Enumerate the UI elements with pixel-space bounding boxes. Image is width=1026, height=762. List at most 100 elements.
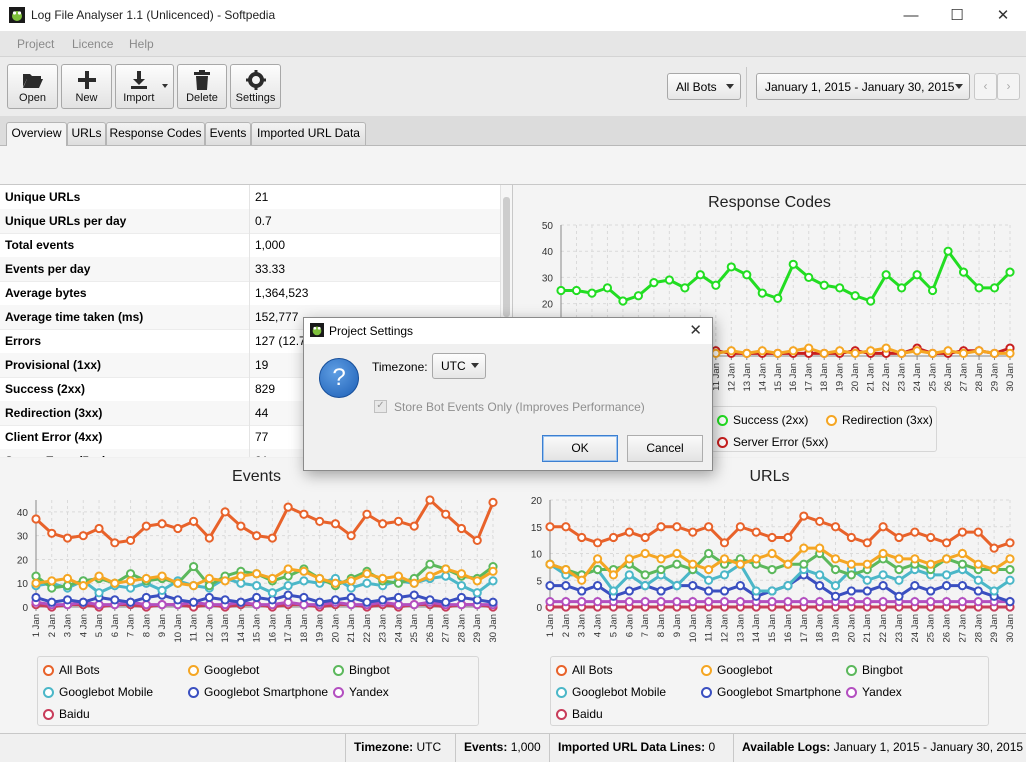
data-point: [704, 564, 714, 575]
dropdown-arrow-icon: [162, 84, 168, 88]
table-row[interactable]: Server Error (5xx) 31: [0, 449, 500, 457]
data-point: [624, 597, 634, 607]
data-point: [830, 564, 841, 575]
data-point: [608, 532, 619, 543]
x-tick-label: 9 Jan: [672, 614, 683, 637]
y-tick-label: 40: [17, 508, 29, 519]
menu-help[interactable]: Help: [129, 37, 154, 51]
data-point: [672, 581, 682, 591]
menu-project[interactable]: Project: [17, 37, 55, 51]
data-point: [157, 585, 167, 595]
data-point: [726, 346, 736, 356]
tab-urls[interactable]: URLs: [67, 122, 106, 145]
legend-dot-icon: [333, 665, 344, 676]
table-row[interactable]: Average bytes 1,364,523: [0, 281, 500, 306]
data-point: [94, 523, 104, 534]
store-bot-events-checkbox[interactable]: ✓: [374, 400, 387, 413]
data-point: [672, 548, 682, 559]
data-point: [624, 570, 634, 580]
data-point: [941, 597, 952, 607]
app-frog-icon: [9, 7, 25, 23]
urls-legend-item: All Bots: [556, 663, 613, 677]
date-range-select[interactable]: January 1, 2015 - January 30, 2015: [756, 73, 970, 100]
urls-legend-item: Yandex: [846, 685, 902, 699]
chevron-down-icon: [955, 84, 963, 89]
settings-button[interactable]: Settings: [230, 64, 281, 109]
data-point: [220, 576, 230, 586]
legend-dot-icon: [43, 687, 54, 698]
cancel-button[interactable]: Cancel: [627, 435, 703, 462]
close-icon[interactable]: ✕: [996, 7, 1010, 24]
x-tick-label: 14 Jan: [757, 363, 768, 392]
tab-events[interactable]: Events: [205, 122, 251, 145]
x-tick-label: 8 Jan: [141, 614, 152, 637]
data-point: [835, 346, 845, 356]
data-point: [125, 597, 136, 607]
column-divider: [249, 185, 250, 209]
data-point: [878, 570, 888, 580]
delete-button[interactable]: Delete: [177, 64, 227, 109]
data-point: [688, 559, 698, 569]
delete-label: Delete: [186, 92, 218, 104]
bots-select[interactable]: All Bots: [667, 73, 741, 100]
tab-response-codes[interactable]: Response Codes: [106, 122, 205, 145]
table-row[interactable]: Unique URLs 21: [0, 185, 500, 210]
events-legend-item: Googlebot Smartphone: [188, 685, 328, 699]
data-point: [409, 590, 419, 600]
stat-label: Success (2xx): [5, 382, 86, 396]
data-point: [783, 581, 793, 591]
stat-label: Total events: [5, 238, 75, 252]
stat-value: 829: [255, 382, 276, 396]
new-button[interactable]: New: [61, 64, 112, 109]
data-point: [571, 285, 582, 296]
data-point: [31, 571, 41, 581]
menu-licence[interactable]: Licence: [72, 37, 114, 51]
tab-strip: Overview URLs Response Codes Events Impo…: [0, 116, 1026, 146]
table-row[interactable]: Total events 1,000: [0, 233, 500, 258]
data-point: [815, 581, 825, 591]
minimize-icon[interactable]: —: [903, 7, 919, 24]
data-point: [973, 559, 983, 569]
close-icon[interactable]: ✕: [689, 322, 702, 339]
table-row[interactable]: Events per day 33.33: [0, 257, 500, 282]
data-point: [47, 576, 57, 586]
tab-overview[interactable]: Overview: [6, 122, 67, 146]
legend-label: Bingbot: [862, 663, 903, 677]
legend-dot-icon: [556, 687, 567, 698]
data-point: [602, 283, 613, 293]
open-button[interactable]: Open: [7, 64, 58, 109]
x-tick-label: 10 Jan: [173, 614, 184, 643]
data-point: [220, 595, 230, 605]
data-point: [927, 285, 938, 296]
data-point: [783, 532, 793, 543]
response-codes-legend: Success (2xx) Redirection (3xx) Server E…: [711, 406, 937, 452]
data-point: [299, 509, 309, 519]
dialog-timezone-label: Timezone:: [372, 360, 428, 374]
data-point: [204, 592, 214, 603]
legend-server-error: Server Error (5xx): [717, 435, 828, 449]
data-point: [362, 578, 372, 588]
data-point: [236, 521, 246, 531]
maximize-icon[interactable]: ☐: [950, 7, 964, 24]
ok-button[interactable]: OK: [542, 435, 618, 462]
data-point: [910, 527, 920, 537]
prev-range-button[interactable]: ‹: [974, 73, 997, 100]
data-point: [378, 595, 388, 605]
urls-legend-item: Googlebot: [701, 663, 772, 677]
legend-label: Yandex: [862, 685, 902, 699]
data-point: [783, 597, 793, 607]
table-row[interactable]: Unique URLs per day 0.7: [0, 209, 500, 234]
x-tick-label: 17 Jan: [283, 614, 294, 643]
import-button[interactable]: Import: [115, 64, 174, 109]
data-point: [912, 270, 922, 280]
data-point: [941, 538, 952, 548]
dialog-timezone-select[interactable]: UTC: [432, 353, 486, 379]
data-point: [773, 348, 783, 358]
stat-label: Unique URLs: [5, 190, 81, 204]
next-range-button[interactable]: ›: [997, 73, 1020, 100]
tab-imported-url-data[interactable]: Imported URL Data: [251, 122, 366, 145]
data-point: [640, 581, 650, 591]
scrollbar-thumb[interactable]: [503, 197, 510, 317]
x-tick-label: 24 Jan: [910, 614, 921, 643]
x-tick-label: 16 Jan: [783, 614, 794, 643]
